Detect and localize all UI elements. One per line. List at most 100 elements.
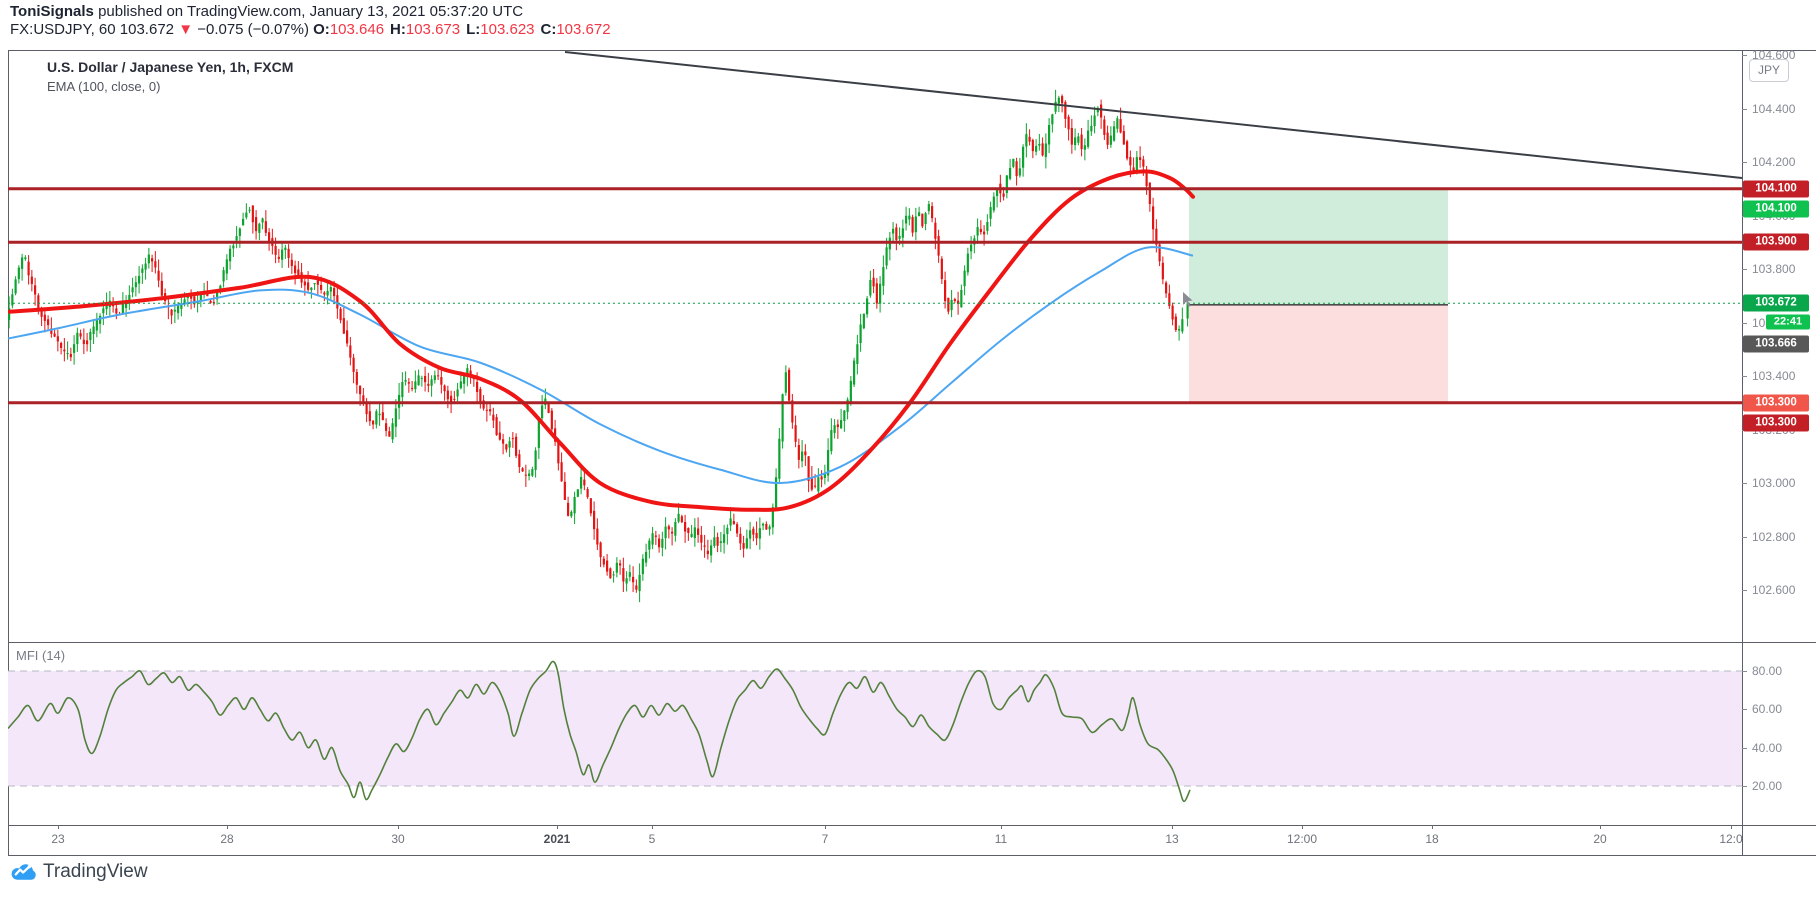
price-label-103.666: 103.666 <box>1743 335 1809 353</box>
time-tick-mark <box>58 825 59 829</box>
time-tick-mark <box>825 825 826 829</box>
pane-separator[interactable] <box>8 642 1816 643</box>
time-label-12:0: 12:0 <box>1719 832 1742 846</box>
time-tick-mark <box>1172 825 1173 829</box>
price-tick-label: 103.800 <box>1752 262 1796 276</box>
mfi-tick-mark <box>1742 786 1747 787</box>
time-label-11: 11 <box>994 832 1008 846</box>
symbol-ohlc-row: FX:USDJPY, 60 103.672 ▼ −0.075 (−0.07%) … <box>10 21 617 39</box>
price-tick-mark <box>1742 322 1747 324</box>
time-tick-mark <box>1600 825 1601 829</box>
ohlc-value: 103.646 <box>329 21 385 38</box>
price-axis-border <box>1742 50 1743 855</box>
ohlc-key: C: <box>540 21 557 38</box>
price-change: −0.075 (−0.07%) <box>197 21 309 38</box>
last-price: 103.672 <box>119 21 175 38</box>
mfi-tick-label: 40.00 <box>1752 740 1783 755</box>
time-label-12:00: 12:00 <box>1286 832 1318 846</box>
publish-header: ToniSignals published on TradingView.com… <box>10 3 523 21</box>
ohlc-values: O:103.646 H:103.673 L:103.623 C:103.672 <box>313 21 616 38</box>
descending-trendline <box>564 51 1742 179</box>
time-axis[interactable]: 23 28 30 2021 5 7 11 13 12:00 18 20 12:0 <box>8 825 1742 855</box>
ma-blue-line <box>8 246 1194 485</box>
price-tick-mark <box>1742 55 1747 56</box>
ohlc-key: L: <box>466 21 481 38</box>
chart-left-border <box>8 50 9 855</box>
mouse-cursor-icon <box>1183 292 1193 307</box>
countdown-label: 22:41 <box>1766 314 1810 330</box>
time-tick-mark <box>557 825 558 829</box>
time-label-18: 18 <box>1425 832 1439 846</box>
price-label-103.672: 103.672 <box>1743 294 1809 312</box>
time-label-23: 23 <box>51 832 65 846</box>
price-tick-label: 103.000 <box>1752 476 1796 490</box>
mfi-line <box>8 660 1191 803</box>
time-axis-bottom-border <box>8 855 1816 856</box>
price-tick-label: 104.200 <box>1752 155 1796 169</box>
price-tick-mark <box>1742 590 1747 591</box>
price-label-104.100: 104.100 <box>1743 200 1809 218</box>
mfi-tick-mark <box>1742 747 1747 749</box>
author-name[interactable]: ToniSignals <box>10 3 94 20</box>
publish-info: published on TradingView.com, January 13… <box>93 3 524 20</box>
time-axis-top-border <box>8 825 1816 826</box>
price-tick-mark <box>1742 376 1747 377</box>
mfi-tick-label: 20.00 <box>1752 779 1783 793</box>
time-label-13: 13 <box>1165 832 1179 846</box>
time-label-7: 7 <box>821 832 829 846</box>
price-tick-label: 104.400 <box>1752 101 1796 116</box>
tradingview-wordmark: TradingView <box>43 861 148 882</box>
time-label-28: 28 <box>220 832 234 846</box>
position-profit-box <box>1189 188 1448 305</box>
price-tick-mark <box>1742 108 1747 110</box>
time-tick-mark <box>227 825 228 829</box>
price-tick-mark <box>1742 269 1747 270</box>
price-tick-mark <box>1742 162 1747 163</box>
price-label-103.300: 103.300 <box>1743 414 1809 432</box>
tradingview-cloud-icon <box>11 864 36 880</box>
price-label-104.100: 104.100 <box>1743 180 1809 198</box>
candlestick-chart[interactable] <box>8 50 1742 642</box>
ohlc-value: 103.623 <box>480 21 535 38</box>
symbol-label[interactable]: FX:USDJPY, 60 <box>10 21 116 38</box>
mfi-tick-label: 60.00 <box>1752 702 1783 717</box>
price-label-103.300: 103.300 <box>1743 394 1809 412</box>
mfi-tick-mark <box>1742 709 1747 711</box>
ohlc-value: 103.672 <box>556 21 611 38</box>
time-tick-mark <box>1731 825 1732 829</box>
price-label-103.900: 103.900 <box>1743 233 1809 251</box>
price-tick-mark <box>1742 483 1747 484</box>
mfi-legend[interactable]: MFI (14) <box>16 648 66 663</box>
chart-legend-title[interactable]: U.S. Dollar / Japanese Yen, 1h, FXCM <box>47 59 294 75</box>
currency-badge[interactable]: JPY <box>1749 59 1789 82</box>
mfi-tick-label: 80.00 <box>1752 664 1783 678</box>
time-label-20: 20 <box>1593 832 1607 846</box>
time-label-5: 5 <box>648 832 656 846</box>
time-label-30: 30 <box>391 832 405 846</box>
tradingview-logo[interactable]: TradingView <box>10 860 148 884</box>
time-label-2021: 2021 <box>543 832 571 846</box>
mfi-indicator-pane[interactable] <box>8 642 1742 825</box>
time-tick-mark <box>1432 825 1433 829</box>
price-tick-label: 103.400 <box>1752 369 1796 383</box>
chart-legend-ema[interactable]: EMA (100, close, 0) <box>47 79 161 94</box>
down-arrow-icon: ▼ <box>178 21 194 38</box>
ohlc-key: O: <box>313 21 330 38</box>
price-tick-label: 102.800 <box>1752 529 1796 544</box>
time-tick-mark <box>1302 825 1303 829</box>
time-tick-mark <box>1001 825 1002 829</box>
time-tick-mark <box>652 825 653 829</box>
mfi-tick-mark <box>1742 671 1747 672</box>
ema-red-line <box>8 169 1195 512</box>
price-tick-label: 104.600 <box>1752 48 1796 62</box>
candles <box>8 89 1189 603</box>
price-tick-mark <box>1742 536 1747 538</box>
ohlc-key: H: <box>390 21 406 38</box>
mfi-band <box>8 671 1742 787</box>
position-loss-box <box>1189 304 1448 403</box>
time-tick-mark <box>398 825 399 829</box>
ohlc-value: 103.673 <box>405 21 461 38</box>
price-tick-label: 102.600 <box>1752 583 1796 597</box>
chart-top-border <box>8 50 1816 51</box>
